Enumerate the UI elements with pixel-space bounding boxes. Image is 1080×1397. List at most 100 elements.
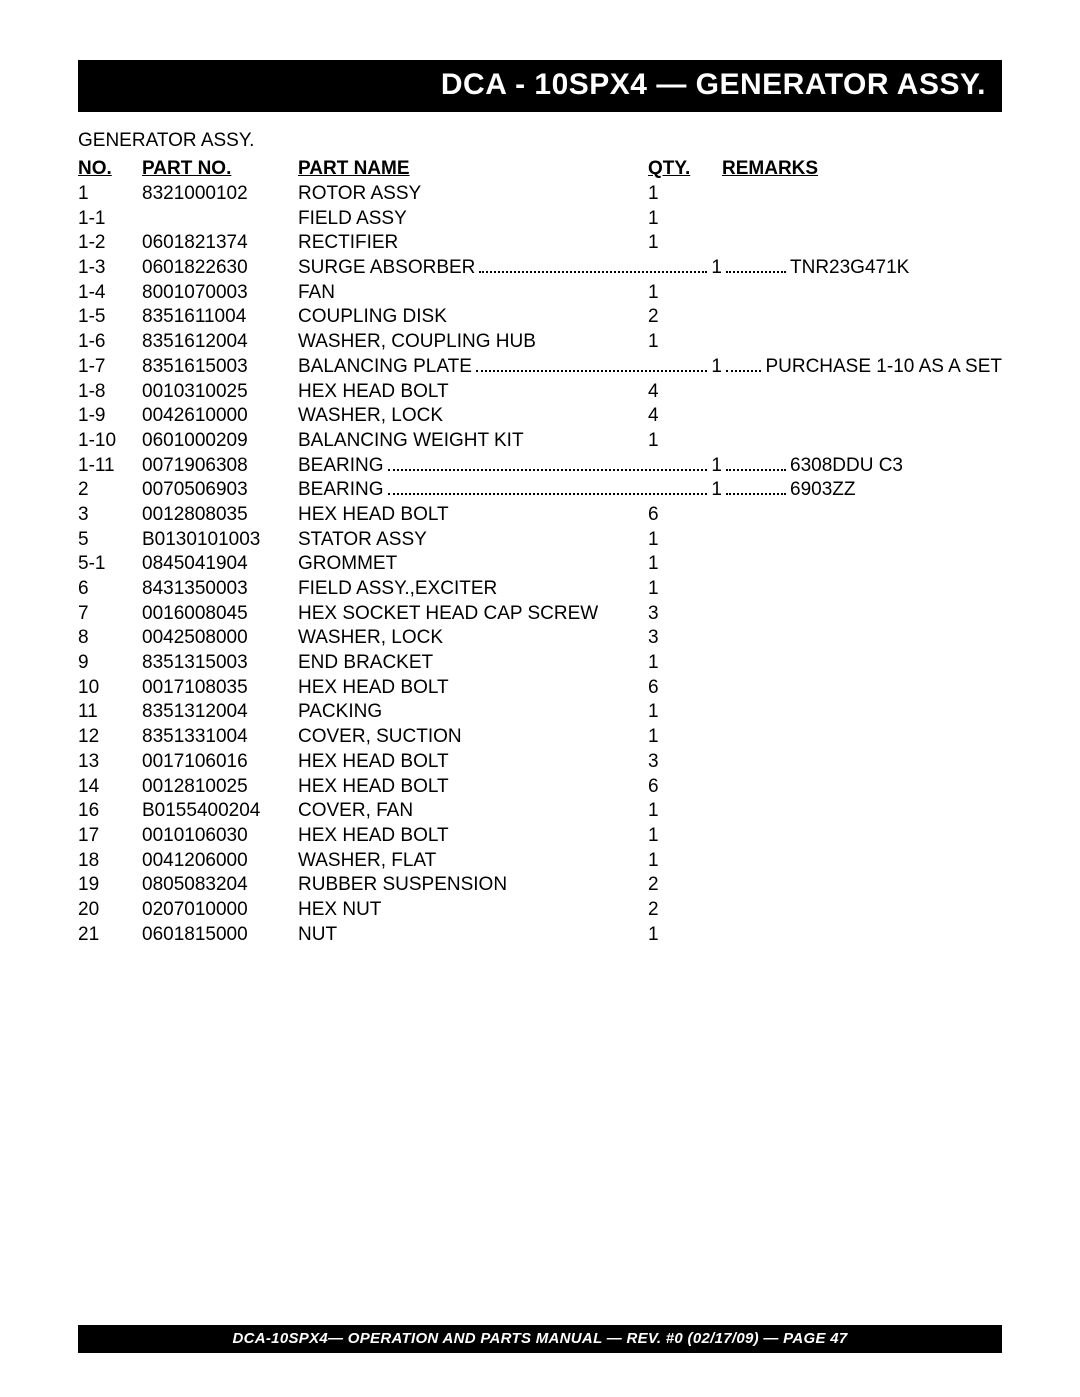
header-qty: QTY. — [648, 158, 722, 180]
dot-leader — [726, 493, 786, 495]
cell-part-name: NUT — [298, 923, 648, 948]
cell-qty: 1 — [711, 256, 722, 281]
table-row: 1-48001070003FAN1 — [78, 281, 1002, 306]
cell-part-no: 8351611004 — [142, 305, 298, 330]
cell-qty: 1 — [648, 231, 722, 256]
cell-qty: 1 — [648, 725, 722, 750]
table-row: 68431350003FIELD ASSY.,EXCITER1 — [78, 577, 1002, 602]
cell-part-name: HEX SOCKET HEAD CAP SCREW — [298, 602, 648, 627]
cell-part-name: COUPLING DISK — [298, 305, 648, 330]
cell-part-name: RUBBER SUSPENSION — [298, 873, 648, 898]
cell-no: 1-6 — [78, 330, 142, 355]
table-row: 1-20601821374RECTIFIER1 — [78, 231, 1002, 256]
cell-part-no: 0601815000 — [142, 923, 298, 948]
cell-qty: 3 — [648, 626, 722, 651]
table-row: 180041206000WASHER, FLAT1 — [78, 849, 1002, 874]
table-row: 170010106030HEX HEAD BOLT1 — [78, 824, 1002, 849]
cell-no: 1-8 — [78, 380, 142, 405]
table-row: 16B0155400204COVER, FAN1 — [78, 799, 1002, 824]
table-row: 140012810025HEX HEAD BOLT6 — [78, 775, 1002, 800]
cell-part-name: HEX NUT — [298, 898, 648, 923]
cell-part-name: FAN — [298, 281, 648, 306]
cell-part-name: BALANCING WEIGHT KIT — [298, 429, 648, 454]
cell-no: 5 — [78, 528, 142, 553]
cell-part-no: 8351615003 — [142, 355, 298, 380]
cell-part-no: 0207010000 — [142, 898, 298, 923]
table-row: 1-90042610000WASHER, LOCK4 — [78, 404, 1002, 429]
cell-no: 18 — [78, 849, 142, 874]
cell-part-name: END BRACKET — [298, 651, 648, 676]
dot-leader — [726, 370, 761, 372]
table-row: 130017106016HEX HEAD BOLT3 — [78, 750, 1002, 775]
cell-part-no: 0016008045 — [142, 602, 298, 627]
cell-qty: 4 — [648, 404, 722, 429]
table-row: 98351315003END BRACKET1 — [78, 651, 1002, 676]
table-row: 1-78351615003BALANCING PLATE1PURCHASE 1-… — [78, 355, 1002, 380]
cell-no: 21 — [78, 923, 142, 948]
table-row: 70016008045HEX SOCKET HEAD CAP SCREW3 — [78, 602, 1002, 627]
dot-leader — [476, 370, 708, 372]
cell-qty: 1 — [648, 700, 722, 725]
table-row: 5B0130101003STATOR ASSY1 — [78, 528, 1002, 553]
cell-part-no: B0155400204 — [142, 799, 298, 824]
cell-qty: 3 — [648, 750, 722, 775]
cell-part-name: HEX HEAD BOLT — [298, 380, 648, 405]
cell-part-name: BALANCING PLATE — [298, 355, 472, 380]
cell-part-name: HEX HEAD BOLT — [298, 824, 648, 849]
cell-no: 1-10 — [78, 429, 142, 454]
table-row: 1-68351612004WASHER, COUPLING HUB1 — [78, 330, 1002, 355]
cell-qty: 1 — [648, 799, 722, 824]
cell-no: 12 — [78, 725, 142, 750]
cell-qty: 1 — [648, 923, 722, 948]
cell-part-name: BEARING — [298, 478, 384, 503]
table-row: 210601815000NUT1 — [78, 923, 1002, 948]
cell-remarks: 6903ZZ — [790, 478, 855, 503]
cell-part-name: GROMMET — [298, 552, 648, 577]
subtitle: GENERATOR ASSY. — [78, 130, 1002, 152]
cell-part-no: 0041206000 — [142, 849, 298, 874]
table-row: 200207010000HEX NUT2 — [78, 898, 1002, 923]
cell-part-name: HEX HEAD BOLT — [298, 750, 648, 775]
cell-part-no: 8431350003 — [142, 577, 298, 602]
cell-no: 20 — [78, 898, 142, 923]
header-no: NO. — [78, 158, 142, 180]
cell-qty: 1 — [711, 478, 722, 503]
cell-part-name: COVER, FAN — [298, 799, 648, 824]
cell-qty: 1 — [648, 824, 722, 849]
cell-part-no: 0070506903 — [142, 478, 298, 503]
cell-qty: 1 — [648, 182, 722, 207]
cell-no: 7 — [78, 602, 142, 627]
cell-part-name: PACKING — [298, 700, 648, 725]
table-row: 30012808035HEX HEAD BOLT6 — [78, 503, 1002, 528]
cell-qty: 2 — [648, 305, 722, 330]
cell-part-no: 8001070003 — [142, 281, 298, 306]
table-row: 1-80010310025HEX HEAD BOLT4 — [78, 380, 1002, 405]
cell-part-no: 0010106030 — [142, 824, 298, 849]
cell-part-name: WASHER, FLAT — [298, 849, 648, 874]
cell-part-no: 8321000102 — [142, 182, 298, 207]
cell-name-qty: BEARING 1 — [298, 454, 722, 479]
cell-qty: 1 — [648, 281, 722, 306]
cell-qty: 4 — [648, 380, 722, 405]
cell-no: 1-11 — [78, 454, 142, 479]
cell-part-name: BEARING — [298, 454, 384, 479]
dot-leader — [726, 469, 786, 471]
cell-no: 1-1 — [78, 207, 142, 232]
cell-part-no: 0601822630 — [142, 256, 298, 281]
cell-qty: 1 — [711, 454, 722, 479]
cell-part-no: 0042610000 — [142, 404, 298, 429]
cell-part-name: WASHER, COUPLING HUB — [298, 330, 648, 355]
cell-part-name: WASHER, LOCK — [298, 626, 648, 651]
cell-part-no: 0845041904 — [142, 552, 298, 577]
cell-qty: 1 — [648, 651, 722, 676]
cell-part-name: RECTIFIER — [298, 231, 648, 256]
cell-qty: 1 — [711, 355, 722, 380]
cell-part-no: 0601000209 — [142, 429, 298, 454]
cell-no: 1-7 — [78, 355, 142, 380]
title-bar: DCA - 10SPX4 — GENERATOR ASSY. — [78, 60, 1002, 112]
cell-part-no: 0012810025 — [142, 775, 298, 800]
table-header: NO. PART NO. PART NAME QTY. REMARKS — [78, 158, 1002, 180]
cell-no: 3 — [78, 503, 142, 528]
cell-remarks: TNR23G471K — [790, 256, 909, 281]
table-row: 20070506903BEARING16903ZZ — [78, 478, 1002, 503]
